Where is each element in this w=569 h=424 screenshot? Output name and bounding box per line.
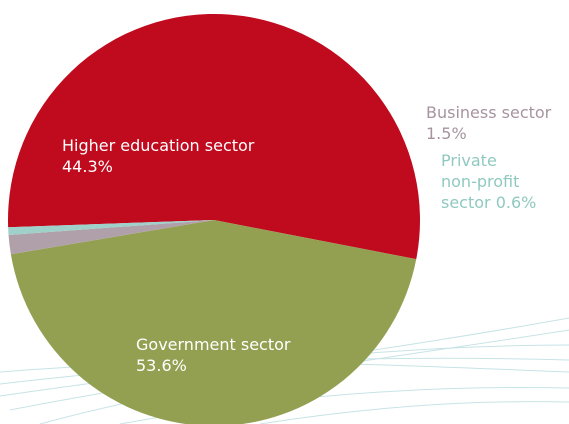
slice-label-line: non-profit [441, 172, 519, 191]
slice-label-private-non-profit-sector: Private non-profit sector 0.6% [441, 151, 536, 212]
slice-label-business-sector: Business sector 1.5% [426, 103, 552, 143]
slice-label-government-sector: Government sector 53.6% [136, 335, 291, 375]
slice-label-line: Government sector [136, 335, 291, 354]
slice-label-line: Private [441, 151, 497, 170]
pie-slice-private-non-profit-sector [8, 220, 214, 235]
slice-label-line: 53.6% [136, 356, 187, 375]
slice-label-line: 44.3% [62, 157, 113, 176]
slice-label-line: 1.5% [426, 124, 467, 143]
decorative-wave-line [259, 401, 569, 424]
pie-slices [8, 13, 421, 424]
slice-label-line: Higher education sector [62, 136, 255, 155]
pie-slice-business-sector [8, 220, 215, 255]
slice-label-line: sector 0.6% [441, 193, 536, 212]
pie-slice-higher-education-sector [10, 220, 417, 424]
pie-slice-government-sector [8, 13, 421, 260]
slice-label-higher-education-sector: Higher education sector 44.3% [62, 136, 255, 176]
slice-label-line: Business sector [426, 103, 552, 122]
slice-labels: Government sector 53.6% Higher education s… [62, 103, 552, 375]
